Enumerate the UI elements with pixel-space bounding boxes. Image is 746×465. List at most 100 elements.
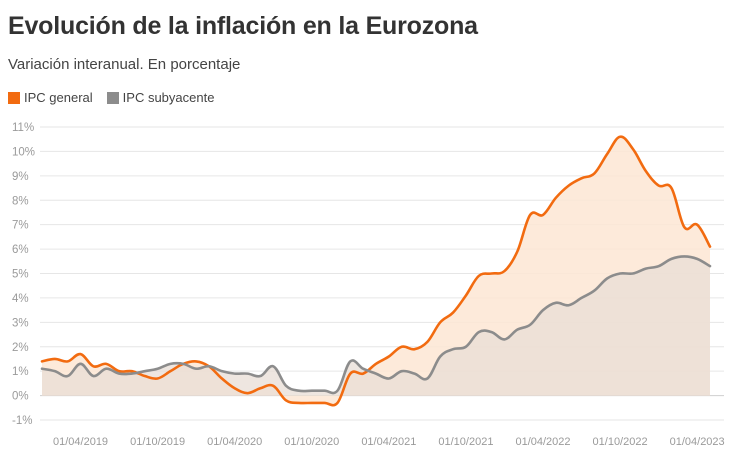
data-point-subyacente	[399, 368, 405, 374]
data-point-subyacente	[129, 371, 135, 377]
data-point-subyacente	[553, 300, 559, 306]
data-point-general	[386, 354, 392, 360]
data-point-general	[656, 183, 662, 189]
data-point-subyacente	[694, 256, 700, 262]
data-point-subyacente	[579, 295, 585, 301]
x-tick-label: 01/10/2019	[130, 436, 185, 448]
data-point-subyacente	[373, 371, 379, 377]
y-tick-label: 2%	[12, 342, 29, 354]
data-point-subyacente	[463, 344, 469, 350]
area-subyacente	[42, 256, 710, 396]
data-point-general	[334, 400, 340, 406]
data-point-general	[412, 346, 418, 352]
legend-label-general: IPC general	[24, 90, 93, 105]
data-point-general	[501, 268, 507, 274]
data-point-subyacente	[360, 366, 366, 372]
data-point-general	[604, 151, 610, 157]
data-point-general	[463, 292, 469, 298]
data-point-general	[694, 222, 700, 228]
data-point-subyacente	[643, 266, 649, 272]
x-tick-label: 01/10/2021	[438, 436, 493, 448]
data-point-subyacente	[617, 271, 623, 277]
data-point-general	[219, 375, 225, 381]
lines	[39, 135, 713, 407]
data-point-general	[579, 175, 585, 181]
data-point-subyacente	[566, 302, 572, 308]
y-tick-label: 1%	[12, 366, 29, 378]
x-tick-label: 01/10/2022	[593, 436, 648, 448]
legend: IPC general IPC subyacente	[8, 90, 214, 105]
data-point-subyacente	[65, 373, 71, 379]
data-point-subyacente	[180, 361, 186, 367]
data-point-subyacente	[501, 336, 507, 342]
chart-subtitle: Variación interanual. En porcentaje	[8, 56, 241, 73]
data-point-subyacente	[450, 346, 456, 352]
data-point-general	[566, 183, 572, 189]
legend-label-subyacente: IPC subyacente	[122, 90, 215, 105]
data-point-general	[668, 185, 674, 191]
x-tick-label: 01/04/2022	[515, 436, 570, 448]
y-tick-label: 4%	[12, 293, 29, 305]
data-point-general	[399, 344, 405, 350]
x-tick-label: 01/04/2019	[53, 436, 108, 448]
data-point-subyacente	[514, 327, 520, 333]
legend-swatch-subyacente	[106, 91, 119, 104]
data-point-general	[232, 385, 238, 391]
data-point-general	[309, 400, 315, 406]
data-point-general	[630, 146, 636, 152]
data-point-subyacente	[296, 388, 302, 394]
legend-item-subyacente[interactable]: IPC subyacente	[106, 90, 215, 105]
data-point-general	[643, 168, 649, 174]
data-point-subyacente	[257, 373, 263, 379]
areas	[42, 136, 710, 406]
data-point-subyacente	[78, 361, 84, 367]
data-point-subyacente	[206, 363, 212, 369]
data-point-general	[373, 361, 379, 367]
data-point-subyacente	[39, 366, 45, 372]
x-tick-label: 01/04/2021	[361, 436, 416, 448]
y-tick-label: 8%	[12, 195, 29, 207]
data-point-general	[78, 351, 84, 357]
y-tick-label: 0%	[12, 391, 29, 403]
y-tick-label: 5%	[12, 269, 29, 281]
data-point-subyacente	[219, 368, 225, 374]
data-point-subyacente	[167, 361, 173, 367]
data-point-general	[707, 244, 713, 250]
data-point-general	[193, 358, 199, 364]
data-point-subyacente	[90, 373, 96, 379]
series-line-general	[40, 135, 712, 407]
data-point-general	[553, 195, 559, 201]
data-point-general	[155, 375, 161, 381]
data-point-subyacente	[283, 383, 289, 389]
data-point-subyacente	[630, 271, 636, 277]
y-tick-label: -1%	[12, 415, 32, 427]
y-tick-label: 11%	[12, 122, 34, 134]
data-point-general	[270, 383, 276, 389]
data-point-general	[90, 363, 96, 369]
data-point-general	[591, 170, 597, 176]
data-point-general	[476, 273, 482, 279]
data-point-subyacente	[52, 368, 58, 374]
series-line-subyacente	[40, 255, 712, 395]
data-point-subyacente	[309, 388, 315, 394]
x-tick-label: 01/10/2020	[284, 436, 339, 448]
legend-item-general[interactable]: IPC general	[8, 90, 93, 105]
data-point-subyacente	[604, 275, 610, 281]
data-point-general	[527, 212, 533, 218]
x-axis: 01/04/2019 01/10/2019 01/04/2020 01/10/2020…	[53, 436, 725, 448]
data-point-subyacente	[322, 388, 328, 394]
data-point-general	[322, 400, 328, 406]
data-point-subyacente	[437, 354, 443, 360]
data-point-subyacente	[707, 263, 713, 269]
data-point-subyacente	[334, 388, 340, 394]
data-point-subyacente	[668, 256, 674, 262]
data-point-general	[39, 358, 45, 364]
data-point-subyacente	[142, 368, 148, 374]
data-point-general	[450, 310, 456, 316]
x-tick-label: 01/04/2020	[207, 436, 262, 448]
data-point-general	[437, 319, 443, 325]
data-point-subyacente	[347, 358, 353, 364]
data-point-subyacente	[527, 322, 533, 328]
